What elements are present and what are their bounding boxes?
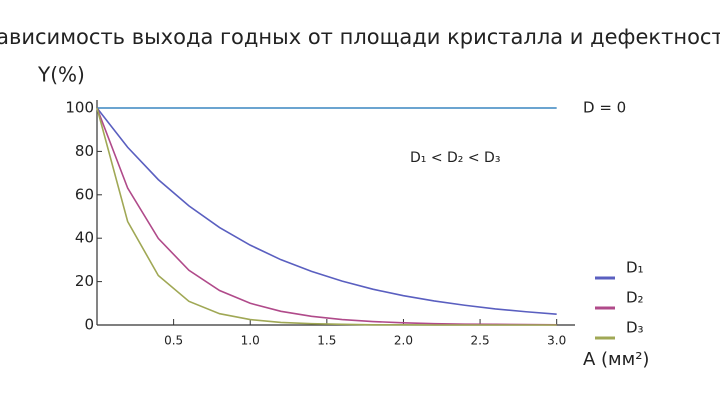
x-tick-label: 0.5 [164,334,183,348]
annotation: D₁ < D₂ < D₃ [410,150,500,166]
series-line [96,107,557,326]
x-tick-label: 1.0 [241,334,260,348]
chart-title: Зависимость выхода годных от площади кри… [0,25,720,49]
legend-label: D₃ [626,319,644,337]
series-line [96,107,557,326]
x-tick-label: 2.0 [394,334,413,348]
y-tick-label: 80 [75,142,94,160]
legend-label: D₁ [626,259,644,277]
x-tick-label: 3.0 [547,334,566,348]
y-axis-label: Y(%) [37,63,85,87]
x-axis-label: A (мм²) [583,349,649,370]
y-tick-label: 0 [84,316,94,334]
x-tick-label: 1.5 [317,334,336,348]
y-tick-label: 100 [65,99,94,117]
x-tick-label: 2.5 [471,334,490,348]
legend-label: D₂ [626,289,644,307]
y-tick-label: 40 [75,229,94,247]
y-tick-label: 20 [75,272,94,290]
y-tick-label: 60 [75,185,94,203]
series-line [96,107,557,315]
line-label: D = 0 [583,99,626,117]
